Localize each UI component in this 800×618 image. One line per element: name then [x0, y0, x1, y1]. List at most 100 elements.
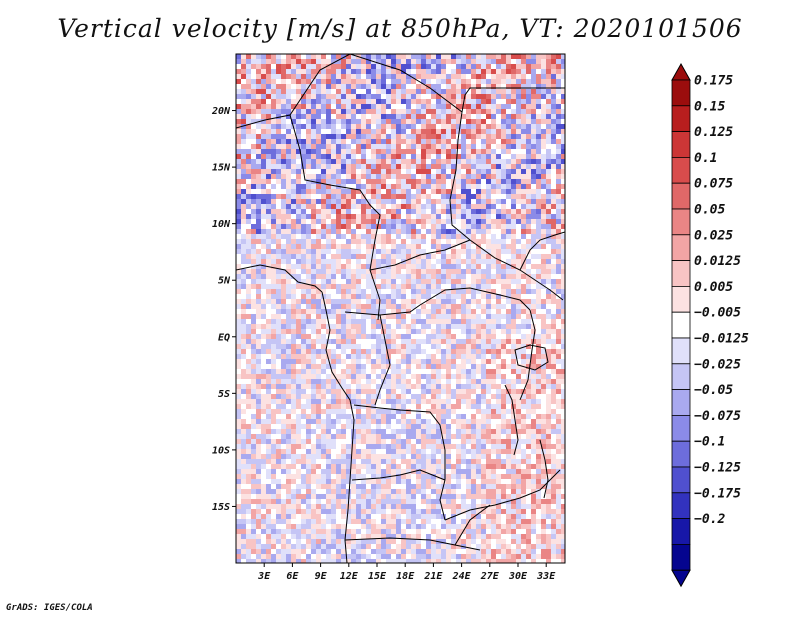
field-cell — [236, 319, 241, 324]
field-cell — [481, 54, 486, 59]
field-cell — [521, 209, 526, 214]
field-cell — [421, 154, 426, 159]
field-cell — [296, 299, 301, 304]
field-cell — [526, 169, 531, 174]
field-cell — [256, 64, 261, 69]
field-cell — [501, 219, 506, 224]
field-cell — [381, 429, 386, 434]
field-cell — [331, 389, 336, 394]
field-cell — [321, 419, 326, 424]
field-cell — [441, 164, 446, 169]
field-cell — [356, 189, 361, 194]
field-cell — [416, 309, 421, 314]
field-cell — [446, 194, 451, 199]
field-cell — [411, 204, 416, 209]
field-cell — [261, 279, 266, 284]
field-cell — [486, 79, 491, 84]
field-cell — [306, 249, 311, 254]
field-cell — [426, 89, 431, 94]
field-cell — [366, 64, 371, 69]
field-cell — [486, 319, 491, 324]
field-cell — [481, 269, 486, 274]
field-cell — [516, 179, 521, 184]
field-cell — [456, 309, 461, 314]
field-cell — [301, 244, 306, 249]
field-cell — [356, 59, 361, 64]
field-cell — [326, 174, 331, 179]
field-cell — [411, 319, 416, 324]
field-cell — [431, 264, 436, 269]
field-cell — [516, 144, 521, 149]
field-cell — [441, 259, 446, 264]
field-cell — [306, 349, 311, 354]
field-cell — [446, 184, 451, 189]
field-cell — [486, 229, 491, 234]
field-cell — [431, 209, 436, 214]
field-cell — [336, 334, 341, 339]
field-cell — [361, 209, 366, 214]
field-cell — [236, 399, 241, 404]
field-cell — [436, 359, 441, 364]
field-cell — [461, 64, 466, 69]
field-cell — [511, 389, 516, 394]
field-cell — [381, 259, 386, 264]
field-cell — [246, 359, 251, 364]
field-cell — [291, 99, 296, 104]
field-cell — [426, 54, 431, 59]
field-cell — [416, 284, 421, 289]
field-cell — [421, 84, 426, 89]
field-cell — [386, 149, 391, 154]
field-cell — [281, 204, 286, 209]
field-cell — [261, 314, 266, 319]
field-cell — [516, 209, 521, 214]
field-cell — [291, 174, 296, 179]
field-cell — [521, 139, 526, 144]
field-cell — [466, 294, 471, 299]
field-cell — [286, 294, 291, 299]
field-cell — [461, 219, 466, 224]
field-cell — [341, 69, 346, 74]
field-cell — [546, 189, 551, 194]
field-cell — [306, 409, 311, 414]
field-cell — [471, 159, 476, 164]
field-cell — [521, 214, 526, 219]
field-cell — [536, 89, 541, 94]
field-cell — [486, 179, 491, 184]
field-cell — [261, 289, 266, 294]
field-cell — [406, 89, 411, 94]
field-cell — [431, 339, 436, 344]
field-cell — [541, 359, 546, 364]
field-cell — [496, 104, 501, 109]
field-cell — [276, 139, 281, 144]
field-cell — [246, 319, 251, 324]
field-cell — [431, 244, 436, 249]
field-cell — [431, 259, 436, 264]
field-cell — [341, 94, 346, 99]
field-cell — [286, 229, 291, 234]
field-cell — [451, 404, 456, 409]
field-cell — [291, 204, 296, 209]
field-cell — [381, 149, 386, 154]
field-cell — [281, 384, 286, 389]
field-cell — [376, 259, 381, 264]
field-cell — [241, 159, 246, 164]
field-cell — [326, 314, 331, 319]
field-cell — [276, 374, 281, 379]
field-cell — [341, 309, 346, 314]
field-cell — [376, 114, 381, 119]
field-cell — [511, 334, 516, 339]
field-cell — [271, 249, 276, 254]
field-cell — [276, 204, 281, 209]
field-cell — [401, 374, 406, 379]
field-cell — [516, 74, 521, 79]
field-cell — [361, 424, 366, 429]
field-cell — [516, 309, 521, 314]
field-cell — [276, 164, 281, 169]
field-cell — [446, 324, 451, 329]
field-cell — [381, 164, 386, 169]
field-cell — [326, 244, 331, 249]
field-cell — [401, 104, 406, 109]
field-cell — [541, 374, 546, 379]
field-cell — [356, 414, 361, 419]
field-cell — [491, 149, 496, 154]
